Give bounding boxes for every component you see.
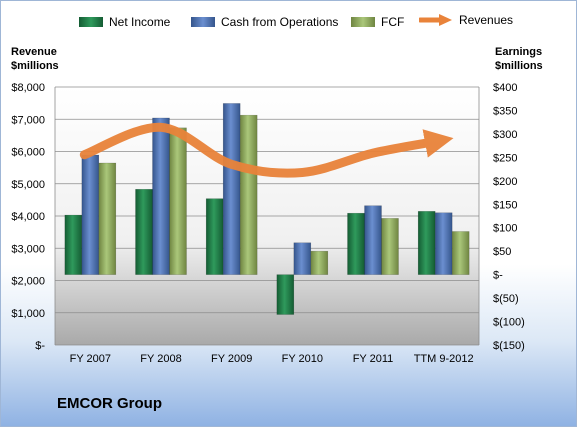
bar-cash-from-operations-fy-2007 — [81, 154, 100, 275]
right-tick-label: $150 — [493, 199, 517, 211]
legend-swatch-cash-from-operations — [191, 17, 215, 27]
bar-fcf-fy-2009 — [239, 114, 258, 275]
bar-fcf-fy-2010 — [310, 250, 329, 275]
right-tick-label: $400 — [493, 82, 517, 94]
bar-net-income-fy-2007 — [64, 214, 83, 275]
company-name: EMCOR Group — [57, 395, 162, 412]
bar-cash-from-operations-fy-2010 — [293, 242, 312, 275]
right-tick-label: $200 — [493, 176, 517, 188]
legend-item-fcf: FCF — [351, 15, 404, 29]
left-tick-label: $5,000 — [11, 179, 45, 191]
bar-fcf-fy-2007 — [98, 162, 117, 275]
category-label-fy-2010: FY 2010 — [282, 353, 323, 365]
category-label-fy-2008: FY 2008 — [140, 353, 181, 365]
right-tick-label: $100 — [493, 223, 517, 235]
legend-label-fcf: FCF — [381, 15, 405, 29]
bar-cash-from-operations-fy-2009 — [222, 103, 241, 275]
right-tick-label: $(100) — [493, 317, 525, 329]
legend-label-revenues: Revenues — [459, 13, 514, 27]
left-tick-label: $- — [35, 340, 45, 352]
bar-fcf-fy-2008 — [169, 127, 187, 275]
right-tick-label: $(150) — [493, 340, 525, 352]
bar-cash-from-operations-fy-2008 — [152, 117, 170, 275]
left-axis-title-line2: $millions — [11, 60, 59, 72]
bar-fcf-fy-2011 — [381, 218, 399, 275]
legend-item-net-income: Net Income — [79, 15, 170, 29]
legend-item-cash-from-operations: Cash from Operations — [191, 15, 338, 29]
right-tick-label: $50 — [493, 246, 511, 258]
legend-swatch-net-income — [79, 17, 103, 27]
right-tick-label: $300 — [493, 129, 517, 141]
right-tick-label: $250 — [493, 152, 517, 164]
bar-fcf-ttm-9-2012 — [451, 231, 470, 275]
legend-item-revenues: Revenues — [419, 13, 513, 27]
bar-net-income-fy-2010 — [276, 274, 295, 315]
left-tick-label: $6,000 — [11, 147, 45, 159]
legend-label-net-income: Net Income — [109, 15, 171, 29]
category-label-fy-2007: FY 2007 — [70, 353, 111, 365]
right-axis-title-line2: $millions — [495, 60, 543, 72]
left-tick-label: $3,000 — [11, 243, 45, 255]
bar-cash-from-operations-ttm-9-2012 — [434, 212, 453, 275]
bar-net-income-fy-2008 — [135, 189, 153, 275]
right-axis-title-line1: Earnings — [495, 46, 543, 58]
left-tick-label: $1,000 — [11, 308, 45, 320]
left-tick-label: $8,000 — [11, 82, 45, 94]
left-axis-title-line1: Revenue — [11, 46, 57, 58]
left-axis-title: Revenue $millions — [11, 45, 59, 73]
right-tick-label: $(50) — [493, 293, 519, 305]
bar-net-income-fy-2011 — [347, 212, 365, 275]
legend-swatch-fcf — [351, 17, 375, 27]
left-tick-label: $7,000 — [11, 114, 45, 126]
left-tick-label: $2,000 — [11, 276, 45, 288]
legend-label-cash-from-operations: Cash from Operations — [221, 15, 339, 29]
bar-cash-from-operations-fy-2011 — [364, 205, 382, 275]
category-label-fy-2009: FY 2009 — [211, 353, 252, 365]
chart-legend: Net Income Cash from Operations FCF Reve… — [1, 13, 576, 35]
left-tick-label: $4,000 — [11, 211, 45, 223]
category-label-ttm-9-2012: TTM 9-2012 — [414, 353, 474, 365]
category-label-fy-2011: FY 2011 — [353, 353, 394, 365]
bar-net-income-fy-2009 — [205, 198, 224, 275]
bar-net-income-ttm-9-2012 — [417, 211, 436, 275]
right-tick-label: $350 — [493, 105, 517, 117]
right-axis-title: Earnings $millions — [495, 45, 543, 73]
right-tick-label: $- — [493, 270, 503, 282]
legend-swatch-revenues — [419, 14, 452, 26]
